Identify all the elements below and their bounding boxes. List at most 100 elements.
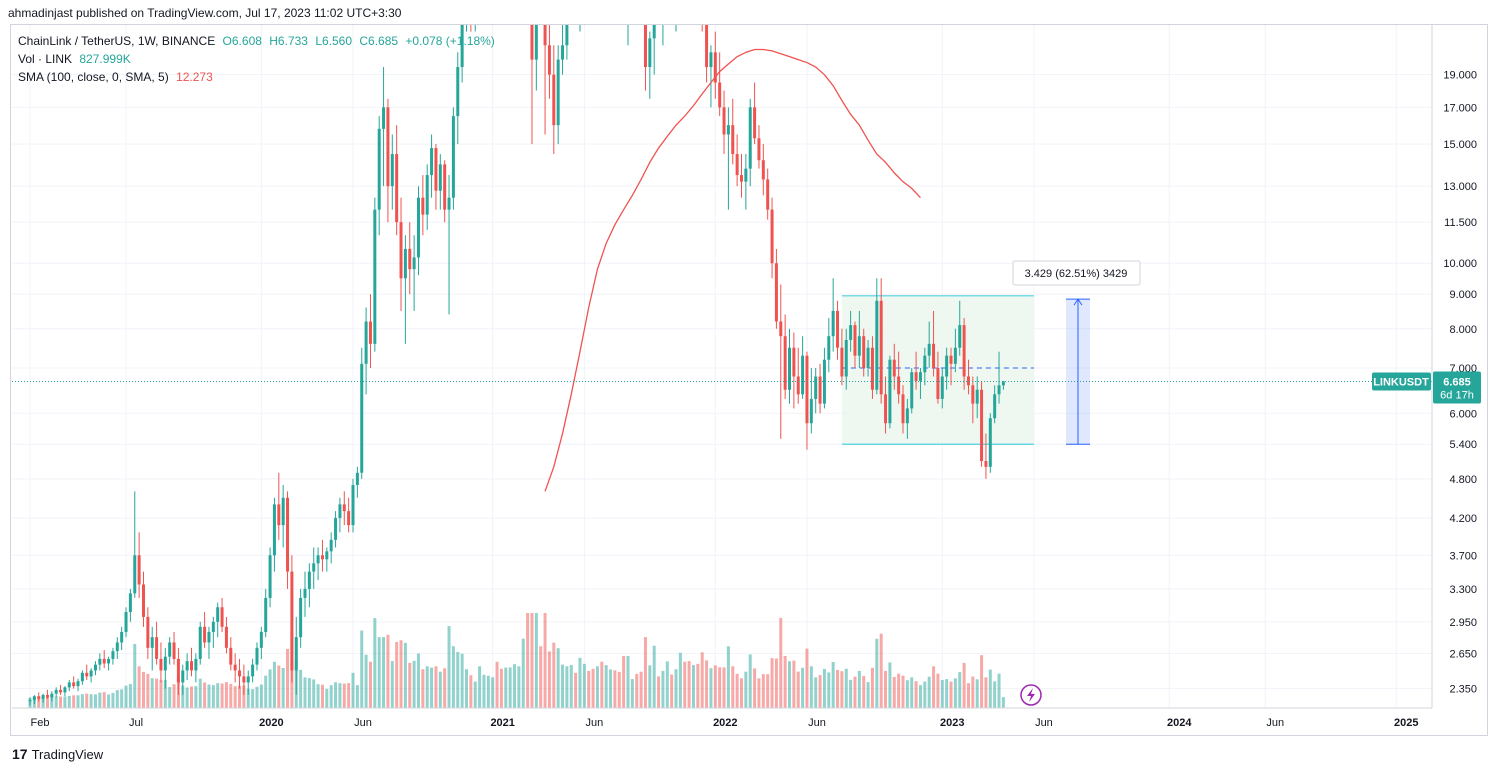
candle-body: [277, 504, 281, 526]
candle-body: [229, 647, 233, 665]
volume-bar: [482, 674, 486, 708]
volume-bar: [565, 666, 569, 708]
candle-body: [753, 107, 757, 139]
candle-body: [233, 664, 237, 671]
volume-bar: [347, 683, 351, 708]
candle-body: [312, 563, 316, 572]
candle-body: [377, 128, 381, 210]
candle-body: [701, 0, 704, 25]
candle-body: [264, 597, 268, 632]
volume-bar: [76, 695, 80, 708]
legend-symbol[interactable]: ChainLink / TetherUS, 1W, BINANCE: [18, 34, 216, 48]
legend-vol-value: 827.999K: [79, 52, 131, 66]
candle-body: [923, 355, 927, 373]
volume-bar: [451, 646, 455, 708]
volume-bar: [85, 693, 89, 708]
candle-body: [565, 25, 569, 46]
volume-bar: [849, 679, 853, 708]
candle-body: [910, 372, 914, 409]
candle-body: [176, 658, 180, 683]
candle-body: [251, 664, 255, 677]
candle-body: [918, 372, 922, 381]
candle-body: [731, 125, 735, 155]
volume-bar: [766, 674, 770, 708]
volume-bar: [246, 688, 250, 708]
candle-body: [901, 394, 905, 424]
volume-bar: [1001, 697, 1005, 708]
candle-body: [975, 389, 979, 404]
tradingview-logo-icon: 17: [12, 746, 28, 762]
volume-bar: [320, 684, 324, 708]
volume-bar: [268, 669, 272, 708]
candle-body: [814, 376, 818, 399]
volume-bar: [884, 670, 888, 708]
volume-bar: [870, 667, 874, 708]
candle-body: [962, 325, 966, 377]
volume-bar: [853, 676, 857, 708]
volume-bar: [657, 676, 661, 708]
candle-body: [128, 593, 132, 613]
x-tick-label: Jun: [1266, 717, 1284, 729]
legend-ohlc: ChainLink / TetherUS, 1W, BINANCE O6.608…: [18, 34, 499, 48]
candle-body: [927, 343, 931, 356]
volume-bar: [936, 673, 940, 708]
candle-body: [194, 658, 198, 671]
candle-body: [360, 363, 364, 473]
candle-body: [421, 197, 425, 215]
legend-vol-label[interactable]: Vol · LINK: [18, 52, 73, 66]
candle-body: [98, 658, 102, 665]
candle-body: [364, 321, 368, 364]
footer-brand-text[interactable]: TradingView: [31, 746, 104, 762]
y-tick-label: 15.000: [1443, 139, 1477, 151]
volume-bar: [207, 684, 211, 708]
volume-bar: [150, 678, 154, 708]
candle-body: [849, 325, 853, 340]
volume-bar: [185, 687, 189, 708]
candle-body: [722, 107, 726, 135]
volume-bar: [827, 672, 831, 708]
volume-bar: [726, 646, 730, 708]
volume-bar: [547, 651, 551, 708]
candle-body: [648, 38, 652, 68]
candle-body: [246, 676, 250, 683]
volume-bar: [93, 694, 97, 708]
candle-body: [146, 616, 150, 648]
volume-bar: [604, 665, 608, 708]
candle-body: [141, 584, 145, 617]
volume-bar: [259, 684, 263, 708]
candle-body: [434, 148, 438, 191]
candle-body: [115, 642, 119, 652]
volume-bar: [901, 675, 905, 708]
candle-body: [294, 637, 298, 671]
candle-body: [766, 179, 770, 210]
candle-body: [748, 107, 752, 169]
symbol-tag-bg: [1372, 372, 1431, 391]
volume-bar: [988, 669, 992, 708]
volume-bar: [242, 685, 246, 708]
candle-body: [107, 658, 111, 664]
candle-body: [338, 504, 342, 519]
legend-sma-label[interactable]: SMA (100, close, 0, SMA, 5): [18, 70, 169, 84]
volume-bar: [945, 679, 949, 708]
candle-body: [430, 148, 434, 176]
volume-bar: [120, 689, 124, 708]
y-tick-label: 3.300: [1449, 584, 1477, 596]
footer-brand: 17 TradingView: [12, 746, 103, 762]
x-tick-label: Feb: [31, 717, 50, 729]
volume-bar: [705, 660, 709, 708]
volume-bar: [744, 671, 748, 708]
volume-bar: [949, 681, 953, 708]
volume-bar: [478, 666, 482, 708]
candle-body: [552, 74, 556, 126]
measure-label[interactable]: 3.429 (62.51%) 3429: [1012, 260, 1141, 286]
volume-bar: [569, 664, 573, 708]
volume-bar: [595, 666, 599, 708]
candle-body: [761, 160, 765, 180]
candle-body: [844, 339, 848, 377]
volume-bar: [910, 677, 914, 708]
volume-bar: [958, 672, 962, 708]
candle-body: [866, 347, 870, 368]
candle-body: [181, 670, 185, 683]
